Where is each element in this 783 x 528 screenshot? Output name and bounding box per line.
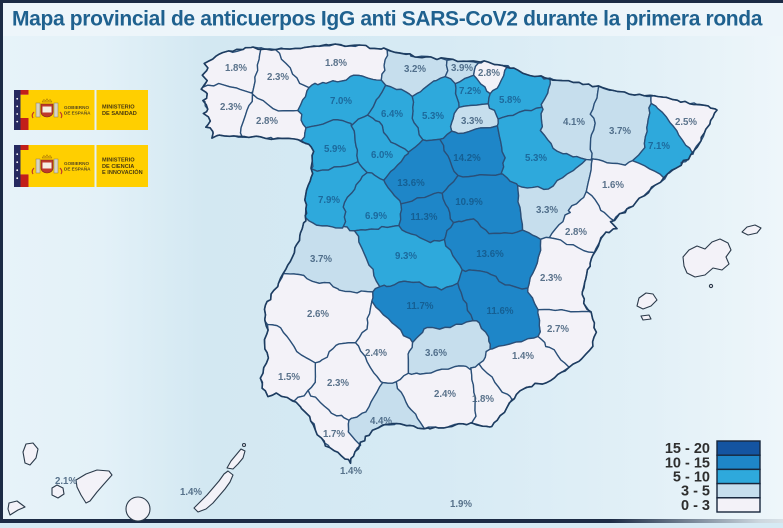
svg-text:DE ESPAÑA: DE ESPAÑA: [64, 166, 91, 172]
svg-text:6.9%: 6.9%: [365, 211, 387, 222]
svg-text:5.3%: 5.3%: [422, 111, 444, 122]
svg-text:5 - 10: 5 - 10: [673, 470, 710, 486]
svg-text:2.4%: 2.4%: [365, 348, 387, 359]
svg-text:1.5%: 1.5%: [278, 372, 300, 383]
svg-text:2.4%: 2.4%: [434, 389, 456, 400]
svg-text:3.9%: 3.9%: [451, 63, 473, 74]
svg-text:1.4%: 1.4%: [512, 351, 534, 362]
svg-text:2.8%: 2.8%: [565, 227, 587, 238]
svg-text:9.3%: 9.3%: [395, 251, 417, 262]
svg-text:GOBIERNO: GOBIERNO: [64, 161, 89, 166]
svg-text:2.3%: 2.3%: [220, 102, 242, 113]
svg-text:MINISTERIO: MINISTERIO: [102, 105, 135, 111]
svg-text:Mapa provincial de anticuerpos: Mapa provincial de anticuerpos IgG anti …: [12, 8, 763, 31]
svg-text:3.7%: 3.7%: [310, 254, 332, 265]
svg-text:11.6%: 11.6%: [487, 306, 514, 317]
svg-text:DE ESPAÑA: DE ESPAÑA: [64, 110, 91, 116]
svg-text:2.8%: 2.8%: [256, 116, 278, 127]
svg-text:DE SANIDAD: DE SANIDAD: [102, 111, 137, 117]
svg-text:MINISTERIO: MINISTERIO: [102, 158, 135, 164]
svg-text:2.5%: 2.5%: [675, 117, 697, 128]
svg-text:4.1%: 4.1%: [563, 117, 585, 128]
svg-text:3.3%: 3.3%: [536, 205, 558, 216]
svg-text:DE CIENCIA: DE CIENCIA: [102, 164, 134, 170]
svg-text:1.4%: 1.4%: [340, 466, 362, 477]
svg-text:3.6%: 3.6%: [425, 348, 447, 359]
svg-text:2.1%: 2.1%: [55, 476, 77, 487]
svg-text:7.1%: 7.1%: [648, 141, 670, 152]
svg-text:0 - 3: 0 - 3: [681, 498, 710, 514]
svg-text:14.2%: 14.2%: [453, 153, 481, 164]
svg-text:7.9%: 7.9%: [318, 195, 340, 206]
svg-text:GOBIERNO: GOBIERNO: [64, 105, 89, 110]
svg-text:2.3%: 2.3%: [267, 72, 289, 83]
svg-text:4.4%: 4.4%: [370, 416, 392, 427]
svg-text:5.9%: 5.9%: [324, 144, 346, 155]
svg-text:2.7%: 2.7%: [547, 324, 569, 335]
svg-text:1.8%: 1.8%: [325, 58, 347, 69]
svg-text:13.6%: 13.6%: [476, 249, 504, 260]
svg-text:6.0%: 6.0%: [371, 150, 393, 161]
svg-text:E INNOVACIÓN: E INNOVACIÓN: [102, 168, 143, 176]
svg-text:1.9%: 1.9%: [450, 499, 472, 510]
svg-text:11.7%: 11.7%: [407, 301, 434, 312]
svg-text:2.3%: 2.3%: [327, 378, 349, 389]
svg-text:5.8%: 5.8%: [499, 95, 521, 106]
svg-text:6.4%: 6.4%: [381, 109, 403, 120]
svg-text:1.8%: 1.8%: [225, 63, 247, 74]
svg-text:7.2%: 7.2%: [459, 86, 481, 97]
svg-text:15 - 20: 15 - 20: [665, 441, 710, 457]
svg-text:3.3%: 3.3%: [461, 116, 483, 127]
svg-text:13.6%: 13.6%: [397, 178, 425, 189]
svg-text:2.6%: 2.6%: [307, 309, 329, 320]
svg-text:10 - 15: 10 - 15: [665, 455, 710, 471]
svg-text:1.4%: 1.4%: [180, 487, 202, 498]
svg-text:3.7%: 3.7%: [609, 126, 631, 137]
svg-text:10.9%: 10.9%: [455, 197, 483, 208]
svg-text:2.8%: 2.8%: [478, 68, 500, 79]
svg-text:1.6%: 1.6%: [602, 180, 624, 191]
svg-text:2.3%: 2.3%: [540, 273, 562, 284]
svg-text:1.8%: 1.8%: [472, 394, 494, 405]
svg-text:5.3%: 5.3%: [525, 153, 547, 164]
svg-text:3.2%: 3.2%: [404, 64, 426, 75]
svg-text:1.7%: 1.7%: [323, 429, 345, 440]
svg-text:7.0%: 7.0%: [330, 96, 352, 107]
svg-text:3 - 5: 3 - 5: [681, 484, 710, 500]
svg-text:11.3%: 11.3%: [411, 212, 438, 223]
